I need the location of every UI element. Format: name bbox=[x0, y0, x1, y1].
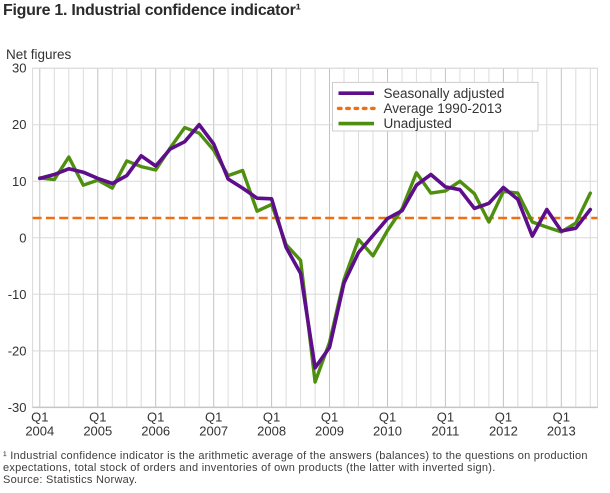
svg-text:10: 10 bbox=[12, 174, 26, 189]
svg-text:Q1: Q1 bbox=[553, 410, 570, 425]
svg-text:2006: 2006 bbox=[141, 424, 170, 439]
svg-text:Q1: Q1 bbox=[379, 410, 396, 425]
svg-text:2013: 2013 bbox=[547, 424, 576, 439]
svg-text:Q1: Q1 bbox=[31, 410, 48, 425]
svg-text:30: 30 bbox=[12, 61, 26, 76]
svg-text:2009: 2009 bbox=[315, 424, 344, 439]
svg-text:2007: 2007 bbox=[199, 424, 228, 439]
svg-text:2008: 2008 bbox=[257, 424, 286, 439]
svg-text:0: 0 bbox=[19, 230, 26, 245]
svg-text:Q1: Q1 bbox=[321, 410, 338, 425]
svg-text:2004: 2004 bbox=[25, 424, 54, 439]
svg-text:Unadjusted: Unadjusted bbox=[384, 116, 452, 131]
svg-text:2005: 2005 bbox=[83, 424, 112, 439]
svg-text:Seasonally adjusted: Seasonally adjusted bbox=[384, 86, 505, 101]
svg-text:Q1: Q1 bbox=[89, 410, 106, 425]
svg-text:2011: 2011 bbox=[431, 424, 459, 439]
svg-text:Q1: Q1 bbox=[437, 410, 454, 425]
svg-text:Q1: Q1 bbox=[263, 410, 280, 425]
svg-text:-30: -30 bbox=[8, 400, 27, 415]
svg-text:20: 20 bbox=[12, 117, 26, 132]
svg-text:-10: -10 bbox=[8, 287, 27, 302]
svg-text:-20: -20 bbox=[8, 343, 27, 358]
svg-text:Average 1990-2013: Average 1990-2013 bbox=[384, 101, 502, 116]
svg-text:2010: 2010 bbox=[373, 424, 402, 439]
svg-text:Q1: Q1 bbox=[205, 410, 222, 425]
svg-text:Q1: Q1 bbox=[147, 410, 164, 425]
svg-text:Q1: Q1 bbox=[495, 410, 512, 425]
svg-text:2012: 2012 bbox=[489, 424, 518, 439]
